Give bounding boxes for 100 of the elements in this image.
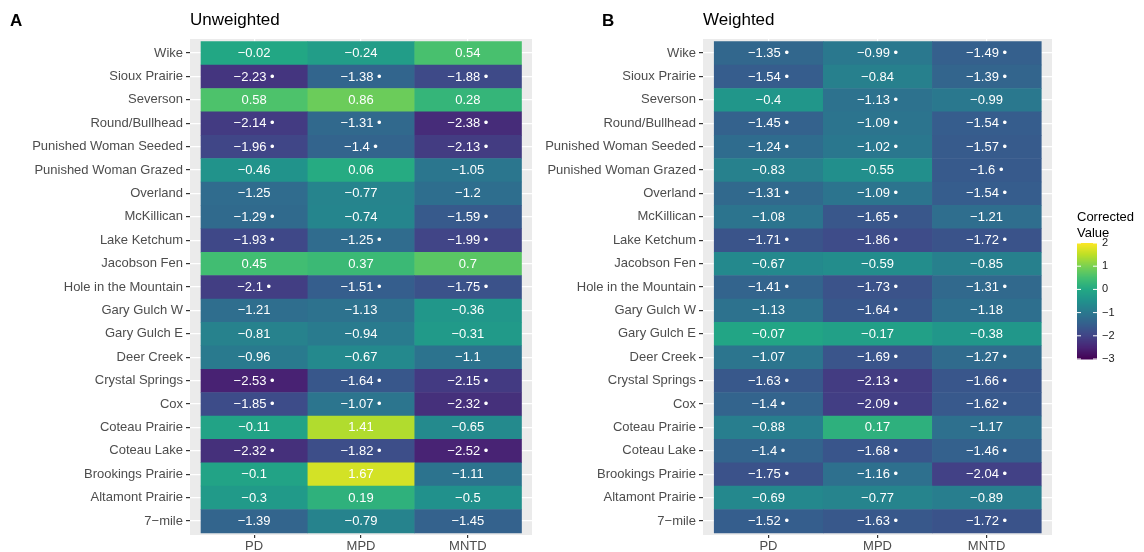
data-label: −1.54 • <box>966 185 1008 201</box>
data-label: −1.66 • <box>966 372 1008 388</box>
data-label: −0.99 • <box>856 45 899 61</box>
y-tick-label: 7−mile <box>144 512 183 528</box>
data-label: −1.51 • <box>340 279 382 295</box>
data-label: −1.85 • <box>233 396 276 412</box>
data-label: −1.18 <box>970 302 1004 318</box>
data-label: 1.41 <box>348 419 374 435</box>
y-tick-label: Wike <box>154 44 183 60</box>
data-label: −1.09 • <box>856 115 899 131</box>
data-label: −0.59 <box>861 255 894 271</box>
data-label: −0.36 <box>451 302 485 318</box>
color-bar-label: −2 <box>1102 328 1115 341</box>
y-tick-label: 7−mile <box>657 512 696 528</box>
data-label: −0.5 <box>455 489 481 505</box>
data-label: −1.41 • <box>747 279 790 295</box>
data-label: −1.54 • <box>966 115 1008 131</box>
text: A <box>10 10 23 30</box>
color-bar-label: −1 <box>1102 305 1115 318</box>
data-label: −1.6 • <box>969 162 1004 178</box>
data-label: −1.35 • <box>747 45 790 61</box>
data-label: −1.11 <box>451 466 484 482</box>
data-label: −1.02 • <box>856 138 899 154</box>
y-tick-label: McKillican <box>124 208 183 224</box>
chart-title: Unweighted <box>190 10 280 30</box>
data-label: −1.09 • <box>856 185 899 201</box>
y-tick-label: Altamont Prairie <box>603 489 696 505</box>
data-label: −1.25 <box>237 185 271 201</box>
data-label: 0.17 <box>864 419 891 435</box>
data-label: 0.37 <box>348 255 374 271</box>
y-tick-label: Punished Woman Seeded <box>32 138 183 154</box>
data-label: −1.73 • <box>856 279 899 295</box>
data-label: −0.99 <box>970 91 1004 107</box>
data-label: −1.64 • <box>340 372 382 388</box>
data-label: −0.94 <box>344 325 378 341</box>
y-tick-label: Brookings Prairie <box>597 465 696 481</box>
data-label: −1.24 • <box>747 138 790 154</box>
data-label: −0.89 <box>970 489 1004 505</box>
data-label: −2.23 • <box>233 68 276 84</box>
data-label: −0.69 <box>751 489 785 505</box>
data-label: −2.04 • <box>966 466 1008 482</box>
data-label: −2.13 • <box>447 138 489 154</box>
data-label: −1.16 • <box>856 466 899 482</box>
y-tick-label: Lake Ketchum <box>99 231 183 247</box>
x-tick-label: PD <box>759 538 778 552</box>
y-tick-label: Jacobson Fen <box>101 255 183 271</box>
data-label: −1.13 <box>344 302 378 318</box>
x-tick-label: PD <box>245 538 264 552</box>
data-label: −0.1 <box>241 466 267 482</box>
data-label: −0.74 <box>344 208 378 224</box>
data-label: −1.05 <box>451 162 485 178</box>
data-label: −2.52 • <box>447 442 489 458</box>
data-label: −1.25 • <box>340 232 382 248</box>
chart-title: Weighted <box>703 10 775 30</box>
data-label: −2.32 • <box>447 396 489 412</box>
data-label: −1.4 • <box>751 442 786 458</box>
y-tick-label: Coteau Prairie <box>99 418 183 434</box>
data-label: 0.54 <box>455 45 481 61</box>
data-label: 0.45 <box>241 255 267 271</box>
y-tick-label: Coteau Prairie <box>612 418 696 434</box>
data-label: −2.09 • <box>856 396 899 412</box>
data-label: −1.46 • <box>966 442 1008 458</box>
data-label: −1.13 • <box>856 91 899 107</box>
data-label: 1.67 <box>348 466 374 482</box>
data-label: −2.1 • <box>237 279 272 295</box>
data-label: 0.7 <box>458 255 477 271</box>
y-tick-label: Overland <box>643 184 696 200</box>
data-label: −0.79 <box>344 513 378 529</box>
y-tick-label: Gary Gulch W <box>101 301 184 317</box>
data-label: −1.68 • <box>856 442 899 458</box>
y-tick-label: Sioux Prairie <box>109 68 183 84</box>
data-label: −1.07 <box>751 349 785 365</box>
y-tick-label: Round/Bullhead <box>603 114 696 130</box>
y-tick-label: Punished Woman Grazed <box>547 161 696 177</box>
data-label: −0.46 <box>237 162 271 178</box>
data-label: −0.88 <box>751 419 785 435</box>
data-label: −0.77 <box>861 489 894 505</box>
x-tick-label: MNTD <box>967 538 1006 552</box>
x-tick-label: MNTD <box>449 538 487 552</box>
y-tick-label: Hole in the Mountain <box>63 278 183 294</box>
data-label: −1.62 • <box>966 396 1008 412</box>
y-tick-label: Altamont Prairie <box>90 489 183 505</box>
y-tick-label: Deer Creek <box>116 348 184 364</box>
data-label: −1.57 • <box>966 138 1008 154</box>
y-tick-label: Punished Woman Seeded <box>545 138 696 154</box>
data-label: −2.38 • <box>447 115 489 131</box>
y-tick-label: Crystal Springs <box>94 372 184 388</box>
color-bar-label: 2 <box>1102 236 1109 249</box>
data-label: −1.63 • <box>856 513 899 529</box>
data-label: −0.07 <box>751 325 785 341</box>
data-label: −1.64 • <box>856 302 899 318</box>
y-tick-label: Coteau Lake <box>109 442 183 458</box>
data-label: −1.86 • <box>856 232 899 248</box>
data-label: −1.45 <box>451 513 485 529</box>
data-label: −1.17 <box>970 419 1004 435</box>
data-label: −1.31 • <box>747 185 790 201</box>
data-label: −0.65 <box>451 419 485 435</box>
data-label: −0.17 <box>861 325 894 341</box>
data-label: −1.08 <box>751 208 785 224</box>
data-label: −1.45 • <box>747 115 790 131</box>
